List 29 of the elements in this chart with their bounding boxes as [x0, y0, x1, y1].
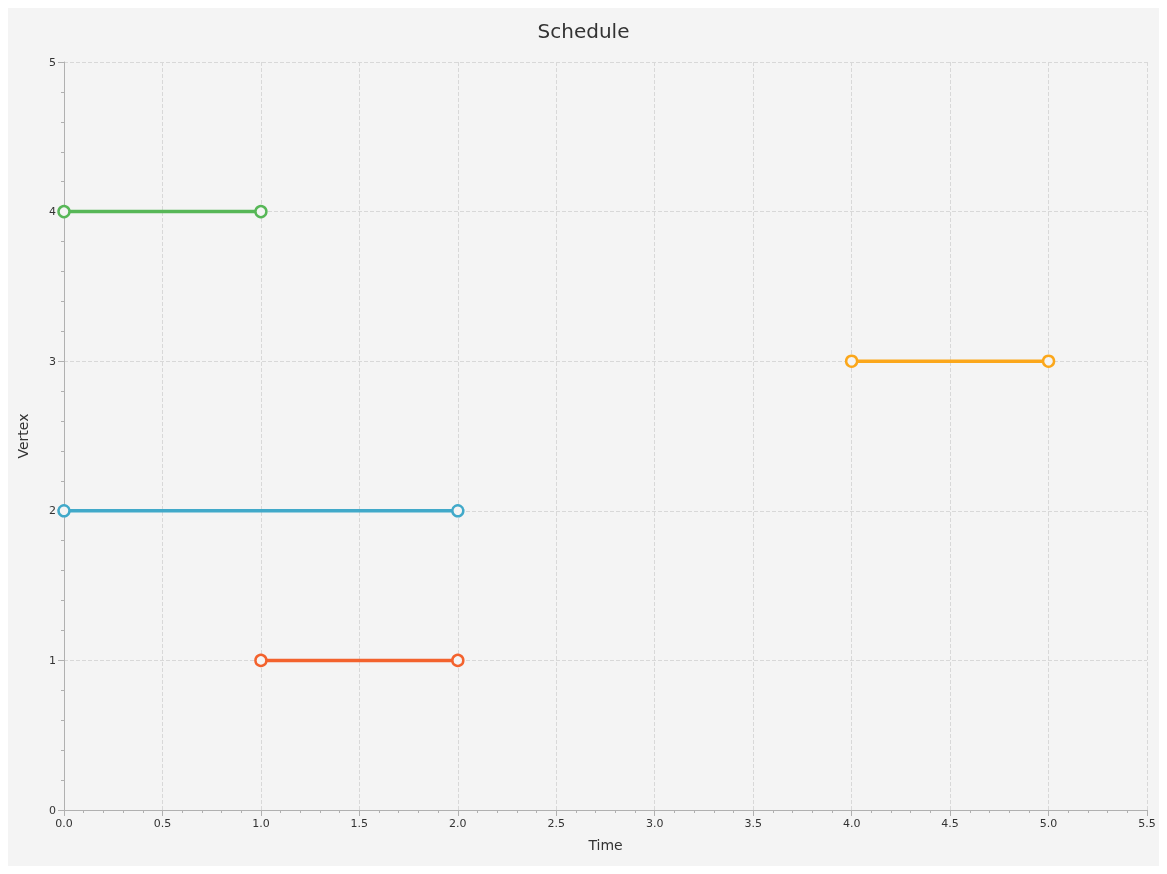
- chart-title: Schedule: [537, 19, 630, 43]
- x-tick-label: 0.5: [153, 817, 172, 830]
- y-tick-label: 4: [49, 205, 56, 219]
- y-tick-label: 0: [49, 803, 56, 817]
- point: [57, 204, 71, 219]
- point: [254, 653, 268, 668]
- y-tick-label: 3: [49, 354, 56, 368]
- y-tick-label: 2: [49, 504, 56, 518]
- x-tick-label: 5.0: [1039, 817, 1058, 830]
- y-tick-label: 5: [49, 55, 56, 69]
- x-tick-label: 3.0: [645, 817, 664, 830]
- x-tick-label: 1.0: [252, 817, 270, 830]
- x-tick-label: 4.0: [842, 817, 861, 830]
- x-tick-label: 2.5: [547, 817, 566, 830]
- x-tick-label: 3.5: [744, 817, 762, 830]
- y-axis-title: Vertex: [15, 413, 31, 459]
- x-tick-label: 5.5: [1138, 817, 1156, 830]
- x-tick-label: 2.0: [449, 817, 467, 830]
- point: [254, 204, 268, 219]
- point: [844, 354, 859, 368]
- point: [451, 653, 465, 668]
- x-tick-label: 1.5: [350, 817, 369, 830]
- point: [57, 504, 71, 518]
- point: [451, 504, 465, 518]
- x-tick-label: 0.0: [55, 817, 73, 830]
- point: [1041, 354, 1056, 368]
- y-tick-label: 1: [49, 653, 56, 667]
- x-tick-label: 4.5: [941, 817, 959, 830]
- x-axis-title: Time: [587, 837, 623, 853]
